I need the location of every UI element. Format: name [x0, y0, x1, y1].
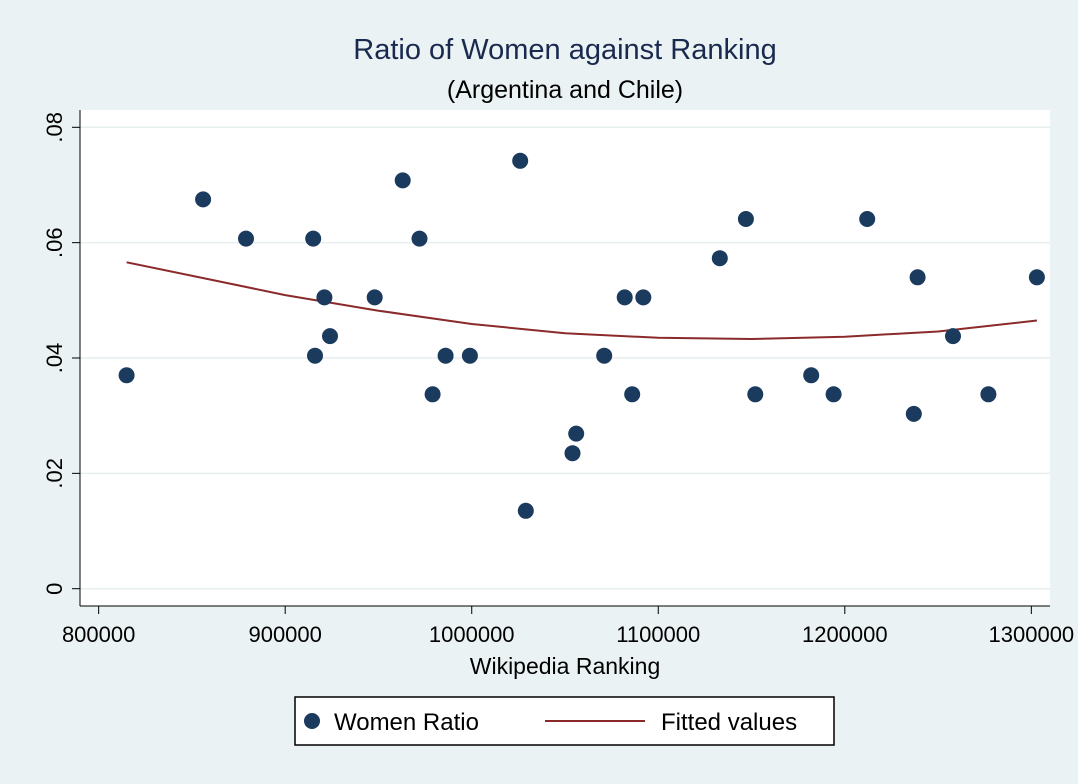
data-point: [437, 347, 454, 364]
data-point: [305, 230, 322, 247]
x-tick-label: 1100000: [616, 622, 700, 647]
x-tick-label: 800000: [62, 622, 135, 647]
data-point: [596, 347, 613, 364]
data-point: [859, 211, 876, 227]
data-point: [424, 386, 441, 403]
axes: 0 .02 .04 .06 .08 800000 900000 1000000 1100000 1…: [42, 110, 1074, 647]
data-point: [711, 250, 728, 267]
chart-subtitle: (Argentina and Chile): [447, 76, 683, 104]
x-tick-label: 1000000: [429, 622, 515, 647]
data-point: [980, 386, 997, 403]
chart-title: Ratio of Women against Ranking: [353, 34, 776, 66]
data-point: [118, 367, 135, 384]
data-point: [1028, 269, 1045, 286]
data-point: [322, 328, 338, 345]
legend-label-fitted-values: Fitted values: [661, 709, 797, 736]
x-axis-label: Wikipedia Ranking: [470, 653, 660, 679]
legend-label-women-ratio: Women Ratio: [334, 709, 479, 736]
data-point: [803, 367, 820, 384]
data-point: [316, 289, 333, 306]
x-tick-label: 900000: [248, 622, 321, 647]
data-point: [568, 425, 585, 442]
fitted-line-layer: [126, 261, 1038, 341]
data-point: [624, 386, 641, 403]
data-point: [512, 152, 529, 169]
fitted-values-line: [126, 261, 1038, 341]
data-point: [517, 502, 534, 519]
data-point: [394, 172, 411, 189]
y-tick-label: .02: [42, 458, 67, 489]
data-point: [564, 445, 581, 462]
data-point: [747, 386, 764, 403]
y-tick-label: .08: [42, 112, 67, 143]
legend-marker-women-ratio: [304, 713, 320, 729]
data-point: [307, 347, 323, 364]
data-point: [366, 289, 383, 306]
data-point: [616, 289, 633, 306]
data-point: [411, 230, 428, 247]
data-point: [238, 230, 254, 247]
y-tick-label: 0: [42, 583, 67, 595]
data-point: [945, 328, 961, 345]
data-point: [635, 289, 652, 306]
data-point: [737, 211, 754, 227]
data-point: [195, 191, 212, 208]
x-tick-label: 1200000: [802, 622, 888, 647]
legend: Women Ratio Fitted values: [294, 696, 835, 746]
x-tick-label: 1300000: [989, 622, 1075, 647]
y-tick-label: .06: [42, 227, 67, 258]
scatter-points: [118, 152, 1045, 519]
data-point: [825, 386, 842, 403]
y-tick-label: .04: [42, 343, 67, 374]
data-point: [909, 269, 926, 286]
data-point: [905, 405, 922, 422]
data-point: [461, 347, 478, 364]
